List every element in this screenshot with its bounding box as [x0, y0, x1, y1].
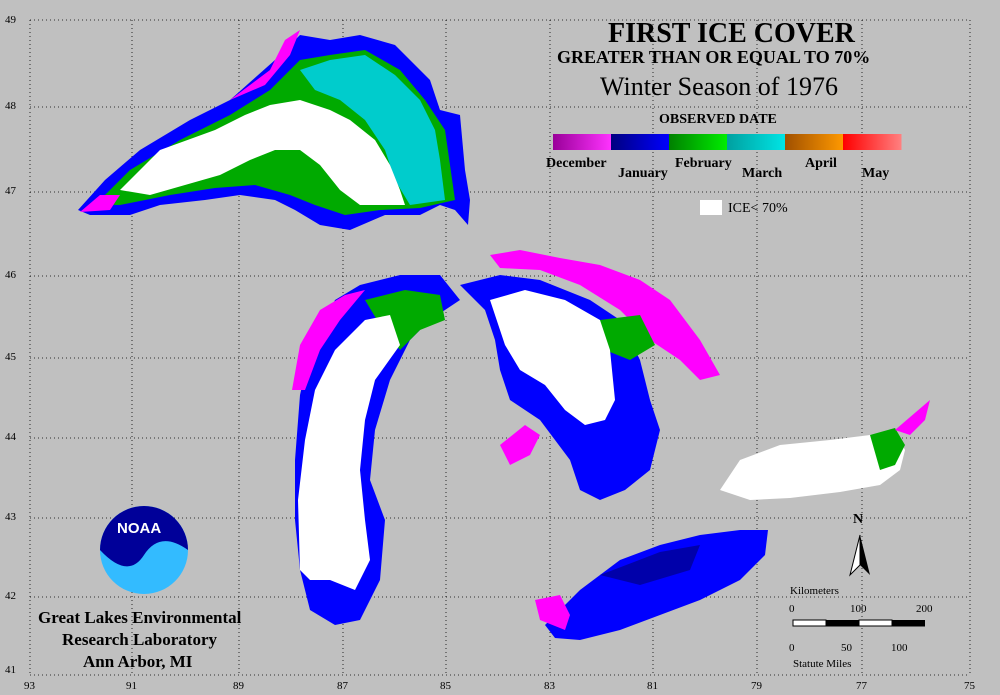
lat-label: 44	[5, 431, 16, 443]
lat-label: 43	[5, 511, 16, 523]
legend-swatch-january	[611, 134, 670, 150]
lon-label: 79	[751, 680, 762, 692]
lat-label: 42	[5, 590, 16, 602]
legend-heading: OBSERVED DATE	[659, 112, 777, 127]
lon-label: 83	[544, 680, 555, 692]
scale-km-label: Kilometers	[790, 585, 839, 597]
map-title: FIRST ICE COVER	[608, 18, 855, 49]
lon-label: 91	[126, 680, 137, 692]
lon-label: 89	[233, 680, 244, 692]
lon-label: 75	[964, 680, 975, 692]
lat-label: 45	[5, 351, 16, 363]
lon-label: 81	[647, 680, 658, 692]
lon-label: 93	[24, 680, 35, 692]
lake-huron	[460, 250, 720, 500]
lake-superior	[78, 30, 470, 230]
legend-label-february: February	[675, 156, 732, 171]
legend-swatch-december	[553, 134, 612, 150]
scale-mi-label: Statute Miles	[793, 658, 852, 670]
scale-km-tick: 200	[916, 603, 933, 615]
lake-erie	[535, 530, 768, 640]
lat-label: 47	[5, 185, 16, 197]
lake-michigan	[292, 275, 460, 625]
lon-label: 77	[856, 680, 867, 692]
agency-line-2: Research Laboratory	[62, 630, 218, 649]
scale-km-tick: 0	[789, 603, 795, 615]
legend-label-march: March	[742, 166, 783, 181]
scale-km-tick: 100	[850, 603, 867, 615]
lat-label: 48	[5, 100, 16, 112]
scale-mi-tick: 0	[789, 642, 795, 654]
lat-label: 46	[5, 269, 16, 281]
season-label: Winter Season of 1976	[600, 72, 838, 101]
ice-low-label: ICE< 70%	[728, 201, 788, 216]
legend-label-december: December	[546, 156, 607, 171]
scale-mi-tick: 50	[841, 642, 852, 654]
lat-label: 41	[5, 664, 16, 676]
scale-mi-tick: 100	[891, 642, 908, 654]
scale-bar	[792, 619, 925, 627]
legend-color-bar	[553, 134, 902, 150]
agency-line-1: Great Lakes Environmental	[38, 608, 242, 627]
legend-swatch-march	[727, 134, 786, 150]
lake-ontario	[720, 400, 930, 500]
legend-label-january: January	[618, 166, 668, 181]
north-label: N	[853, 512, 864, 527]
lat-label: 49	[5, 14, 16, 26]
ice-low-swatch	[700, 200, 722, 215]
agency-line-3: Ann Arbor, MI	[83, 652, 193, 671]
legend-label-april: April	[805, 156, 837, 171]
noaa-logo-text: NOAA	[117, 520, 162, 537]
map-subtitle: GREATER THAN OR EQUAL TO 70%	[557, 47, 871, 67]
lon-label: 87	[337, 680, 348, 692]
legend-swatch-may	[843, 134, 902, 150]
legend-swatch-april	[785, 134, 844, 150]
noaa-logo	[100, 506, 188, 594]
north-arrow-icon	[849, 534, 870, 577]
lon-label: 85	[440, 680, 451, 692]
legend-label-may: May	[862, 166, 890, 181]
legend-swatch-february	[669, 134, 728, 150]
